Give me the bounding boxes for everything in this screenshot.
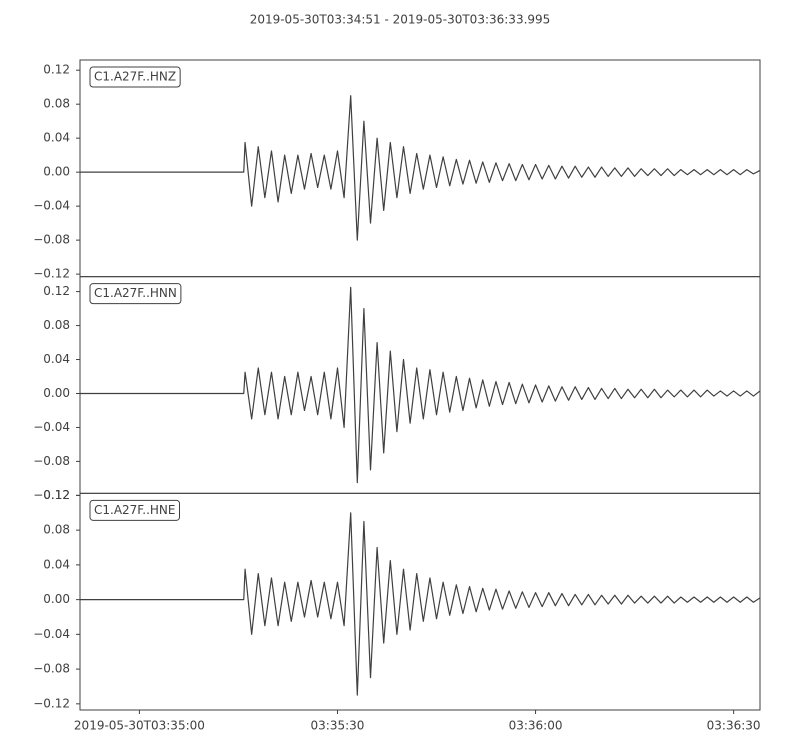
y-tick-label: 0.08 bbox=[43, 318, 70, 332]
trace-label: C1.A27F..HNN bbox=[94, 286, 177, 300]
y-tick-label: −0.08 bbox=[33, 233, 70, 247]
y-tick-label: 0.12 bbox=[43, 63, 70, 77]
trace-label-box bbox=[89, 66, 181, 88]
trace-line bbox=[80, 512, 761, 696]
x-tick-label: 03:36:30 bbox=[707, 719, 761, 733]
y-tick-label: −0.12 bbox=[33, 696, 70, 710]
x-tick-label: 03:35:30 bbox=[311, 719, 365, 733]
chart-title: 2019-05-30T03:34:51 - 2019-05-30T03:36:3… bbox=[250, 13, 551, 27]
trace-label-box bbox=[89, 499, 180, 521]
panel-frame bbox=[79, 276, 761, 494]
y-tick-label: 0.00 bbox=[43, 165, 70, 179]
panel-frame bbox=[79, 492, 761, 711]
y-tick-label: −0.04 bbox=[33, 627, 70, 641]
y-tick-label: 0.04 bbox=[43, 352, 70, 366]
trace-label: C1.A27F..HNE bbox=[94, 503, 176, 517]
y-tick-label: −0.04 bbox=[33, 199, 70, 213]
y-tick-label: 0.12 bbox=[43, 284, 70, 298]
x-tick-label: 2019-05-30T03:35:00 bbox=[74, 719, 205, 733]
y-tick-label: 0.08 bbox=[43, 523, 70, 537]
y-tick-label: 0.04 bbox=[43, 557, 70, 571]
y-tick-label: −0.08 bbox=[33, 454, 70, 468]
y-tick-label: −0.08 bbox=[33, 662, 70, 676]
y-tick-label: −0.12 bbox=[33, 267, 70, 281]
y-tick-label: −0.04 bbox=[33, 420, 70, 434]
y-tick-label: 0.04 bbox=[43, 131, 70, 145]
y-tick-label: 0.00 bbox=[43, 386, 70, 400]
trace-label-box bbox=[89, 283, 182, 305]
y-tick-label: 0.12 bbox=[43, 488, 70, 502]
y-tick-label: 0.00 bbox=[43, 592, 70, 606]
trace-label: C1.A27F..HNZ bbox=[94, 70, 176, 84]
trace-line bbox=[80, 95, 761, 241]
x-tick-label: 03:36:00 bbox=[509, 719, 563, 733]
trace-line bbox=[80, 286, 761, 484]
y-tick-label: 0.08 bbox=[43, 97, 70, 111]
y-tick-label: −0.12 bbox=[33, 488, 70, 502]
